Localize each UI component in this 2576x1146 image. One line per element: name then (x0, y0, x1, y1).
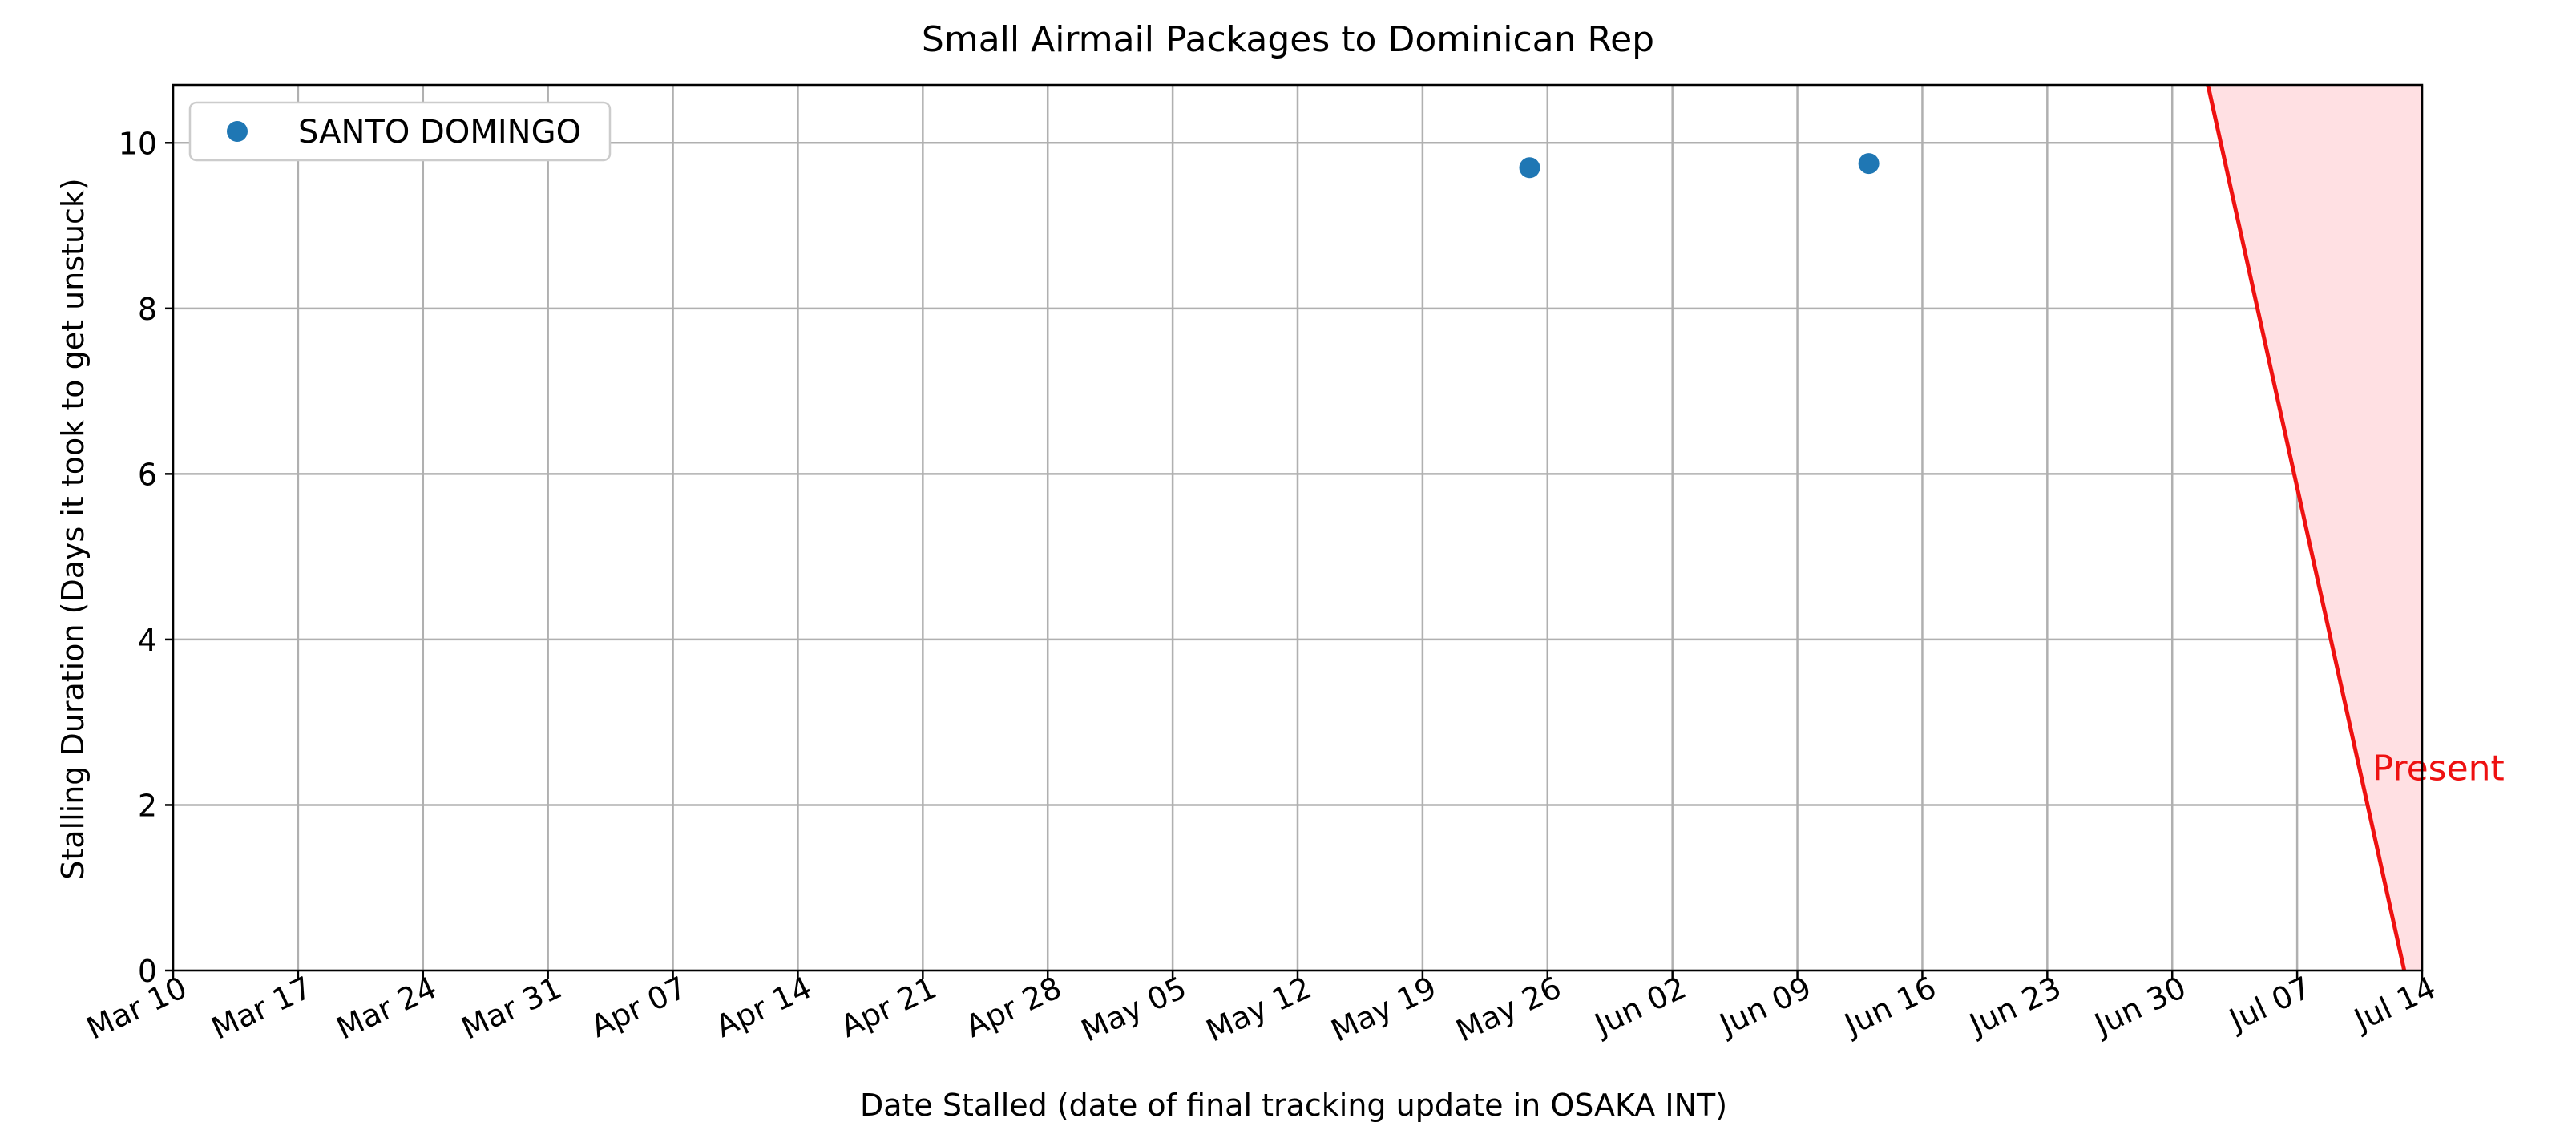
x-tick-label: May 19 (1326, 970, 1442, 1049)
x-tick-label: Mar 24 (331, 970, 442, 1047)
chart-title: Small Airmail Packages to Dominican Rep (922, 19, 1654, 60)
y-tick-label: 8 (138, 292, 157, 327)
x-gridlines (172, 85, 2424, 970)
legend-label-santo-domingo: SANTO DOMINGO (298, 114, 581, 151)
data-point-santo-domingo (1858, 153, 1880, 175)
x-tick-label: Jun 30 (2088, 970, 2191, 1043)
x-tick-label: May 12 (1201, 970, 1317, 1049)
x-tick-label: Jul 14 (2348, 970, 2441, 1039)
x-tick-label: Jun 09 (1713, 970, 1816, 1043)
present-line (2206, 84, 2407, 971)
y-axis-ticks: 0 2 4 6 8 10 (119, 126, 173, 989)
legend-marker-santo-domingo (227, 121, 248, 142)
x-tick-label: Apr 07 (585, 970, 692, 1044)
y-tick-label: 4 (138, 623, 157, 658)
x-tick-label: Apr 21 (835, 970, 942, 1044)
x-tick-label: May 26 (1451, 970, 1567, 1049)
y-tick-label: 10 (119, 126, 157, 161)
present-shaded-region (2207, 85, 2422, 970)
legend-box (188, 101, 612, 162)
x-tick-label: Mar 31 (456, 970, 567, 1047)
y-tick-label: 2 (138, 788, 157, 823)
x-tick-label: Jun 02 (1588, 970, 1691, 1043)
legend: SANTO DOMINGO (188, 101, 612, 162)
x-tick-label: Jun 16 (1838, 970, 1941, 1043)
x-tick-label: May 05 (1076, 970, 1192, 1049)
x-tick-label: Mar 10 (81, 970, 192, 1047)
y-tick-label: 0 (138, 954, 157, 989)
x-axis-label: Date Stalled (date of final tracking upd… (860, 1087, 1727, 1123)
x-tick-label: Jul 07 (2223, 970, 2316, 1039)
x-tick-label: Jun 23 (1963, 970, 2066, 1043)
x-tick-label: Mar 17 (206, 970, 317, 1047)
x-tick-label: Apr 14 (710, 970, 817, 1044)
x-axis-ticks: Mar 10 Mar 17 Mar 24 Mar 31 Apr 07 Apr 14 Apr … (81, 970, 2441, 1049)
y-axis-label: Stalling Duration (Days it took to get u… (55, 178, 91, 880)
x-tick-label: Apr 28 (960, 970, 1067, 1044)
data-points (1519, 153, 1880, 179)
data-point-santo-domingo (1519, 157, 1540, 179)
y-tick-label: 6 (138, 457, 157, 492)
present-label: Present (2372, 748, 2505, 789)
